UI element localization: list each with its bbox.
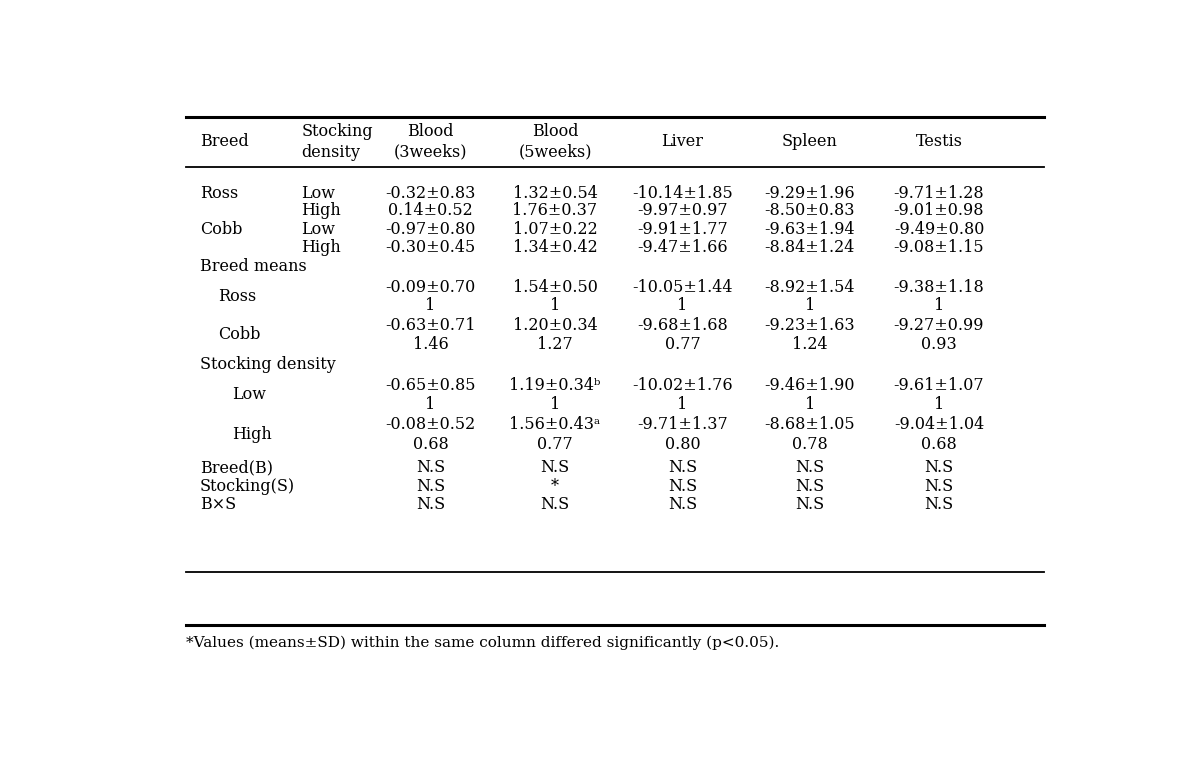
Text: 1.32±0.54: 1.32±0.54 <box>512 185 598 202</box>
Text: -9.04±1.04: -9.04±1.04 <box>894 416 984 434</box>
Text: Liver: Liver <box>661 133 704 150</box>
Text: 0.80: 0.80 <box>665 436 700 453</box>
Text: N.S: N.S <box>668 496 697 512</box>
Text: -10.14±1.85: -10.14±1.85 <box>632 185 732 202</box>
Text: -8.50±0.83: -8.50±0.83 <box>765 202 855 219</box>
Text: -9.47±1.66: -9.47±1.66 <box>637 239 728 256</box>
Text: 0.93: 0.93 <box>921 336 956 352</box>
Text: -9.91±1.77: -9.91±1.77 <box>637 221 728 238</box>
Text: N.S: N.S <box>416 478 445 495</box>
Text: N.S: N.S <box>796 496 824 512</box>
Text: -8.84±1.24: -8.84±1.24 <box>765 239 855 256</box>
Text: N.S: N.S <box>416 459 445 476</box>
Text: 1.24: 1.24 <box>792 336 828 352</box>
Text: 1: 1 <box>934 297 944 315</box>
Text: -9.27±0.99: -9.27±0.99 <box>893 317 984 334</box>
Text: -9.71±1.37: -9.71±1.37 <box>637 416 728 434</box>
Text: 1: 1 <box>805 396 815 413</box>
Text: 1: 1 <box>678 297 687 315</box>
Text: 1: 1 <box>550 396 560 413</box>
Text: N.S: N.S <box>796 478 824 495</box>
Text: 1: 1 <box>425 297 436 315</box>
Text: -9.71±1.28: -9.71±1.28 <box>893 185 984 202</box>
Text: Low: Low <box>301 185 335 202</box>
Text: -0.08±0.52: -0.08±0.52 <box>385 416 475 434</box>
Text: -0.63±0.71: -0.63±0.71 <box>385 317 475 334</box>
Text: -9.01±0.98: -9.01±0.98 <box>893 202 984 219</box>
Text: Ross: Ross <box>200 185 238 202</box>
Text: Cobb: Cobb <box>218 327 261 343</box>
Text: Breed(B): Breed(B) <box>200 459 273 476</box>
Text: 0.77: 0.77 <box>537 436 573 453</box>
Text: -0.09±0.70: -0.09±0.70 <box>385 279 475 296</box>
Text: High: High <box>232 426 272 443</box>
Text: 0.14±0.52: 0.14±0.52 <box>388 202 473 219</box>
Text: Stocking
density: Stocking density <box>301 123 373 161</box>
Text: -9.61±1.07: -9.61±1.07 <box>893 377 984 393</box>
Text: 1.27: 1.27 <box>537 336 573 352</box>
Text: Low: Low <box>301 221 335 238</box>
Text: -9.68±1.68: -9.68±1.68 <box>637 317 728 334</box>
Text: 0.78: 0.78 <box>792 436 828 453</box>
Text: -9.08±1.15: -9.08±1.15 <box>893 239 984 256</box>
Text: High: High <box>301 239 341 256</box>
Text: Ross: Ross <box>218 288 256 305</box>
Text: B×S: B×S <box>200 496 236 512</box>
Text: Breed means: Breed means <box>200 258 306 274</box>
Text: N.S: N.S <box>924 459 954 476</box>
Text: 1.19±0.34ᵇ: 1.19±0.34ᵇ <box>510 377 600 393</box>
Text: -9.46±1.90: -9.46±1.90 <box>765 377 855 393</box>
Text: N.S: N.S <box>668 459 697 476</box>
Text: -0.32±0.83: -0.32±0.83 <box>385 185 475 202</box>
Text: *: * <box>551 478 559 495</box>
Text: -8.92±1.54: -8.92±1.54 <box>765 279 855 296</box>
Text: N.S: N.S <box>924 496 954 512</box>
Text: 1.46: 1.46 <box>412 336 448 352</box>
Text: N.S: N.S <box>416 496 445 512</box>
Text: -9.49±0.80: -9.49±0.80 <box>893 221 984 238</box>
Text: 1: 1 <box>934 396 944 413</box>
Text: 1: 1 <box>425 396 436 413</box>
Text: -9.63±1.94: -9.63±1.94 <box>765 221 855 238</box>
Text: N.S: N.S <box>796 459 824 476</box>
Text: 0.68: 0.68 <box>921 436 956 453</box>
Text: -9.97±0.97: -9.97±0.97 <box>637 202 728 219</box>
Text: N.S: N.S <box>541 496 569 512</box>
Text: -9.38±1.18: -9.38±1.18 <box>893 279 984 296</box>
Text: 1: 1 <box>550 297 560 315</box>
Text: -10.05±1.44: -10.05±1.44 <box>632 279 732 296</box>
Text: Stocking density: Stocking density <box>200 356 336 373</box>
Text: N.S: N.S <box>924 478 954 495</box>
Text: 1.07±0.22: 1.07±0.22 <box>512 221 598 238</box>
Text: Blood
(5weeks): Blood (5weeks) <box>518 123 592 161</box>
Text: High: High <box>301 202 341 219</box>
Text: *Values (means±SD) within the same column differed significantly (p<0.05).: *Values (means±SD) within the same colum… <box>186 635 779 650</box>
Text: 1: 1 <box>678 396 687 413</box>
Text: Stocking(S): Stocking(S) <box>200 478 294 495</box>
Text: Testis: Testis <box>916 133 962 150</box>
Text: -8.68±1.05: -8.68±1.05 <box>765 416 855 434</box>
Text: 1.20±0.34: 1.20±0.34 <box>512 317 598 334</box>
Text: N.S: N.S <box>541 459 569 476</box>
Text: -0.65±0.85: -0.65±0.85 <box>385 377 475 393</box>
Text: 0.77: 0.77 <box>665 336 700 352</box>
Text: -10.02±1.76: -10.02±1.76 <box>632 377 732 393</box>
Text: 1.34±0.42: 1.34±0.42 <box>512 239 598 256</box>
Text: Spleen: Spleen <box>781 133 837 150</box>
Text: N.S: N.S <box>668 478 697 495</box>
Text: -9.23±1.63: -9.23±1.63 <box>765 317 855 334</box>
Text: Breed: Breed <box>200 133 249 150</box>
Text: Cobb: Cobb <box>200 221 242 238</box>
Text: 1.54±0.50: 1.54±0.50 <box>512 279 598 296</box>
Text: -0.30±0.45: -0.30±0.45 <box>385 239 475 256</box>
Text: 1.56±0.43ᵃ: 1.56±0.43ᵃ <box>510 416 600 434</box>
Text: -0.97±0.80: -0.97±0.80 <box>385 221 475 238</box>
Text: 1: 1 <box>805 297 815 315</box>
Text: 1.76±0.37: 1.76±0.37 <box>512 202 598 219</box>
Text: Low: Low <box>232 386 266 403</box>
Text: -9.29±1.96: -9.29±1.96 <box>765 185 855 202</box>
Text: Blood
(3weeks): Blood (3weeks) <box>394 123 467 161</box>
Text: 0.68: 0.68 <box>412 436 448 453</box>
